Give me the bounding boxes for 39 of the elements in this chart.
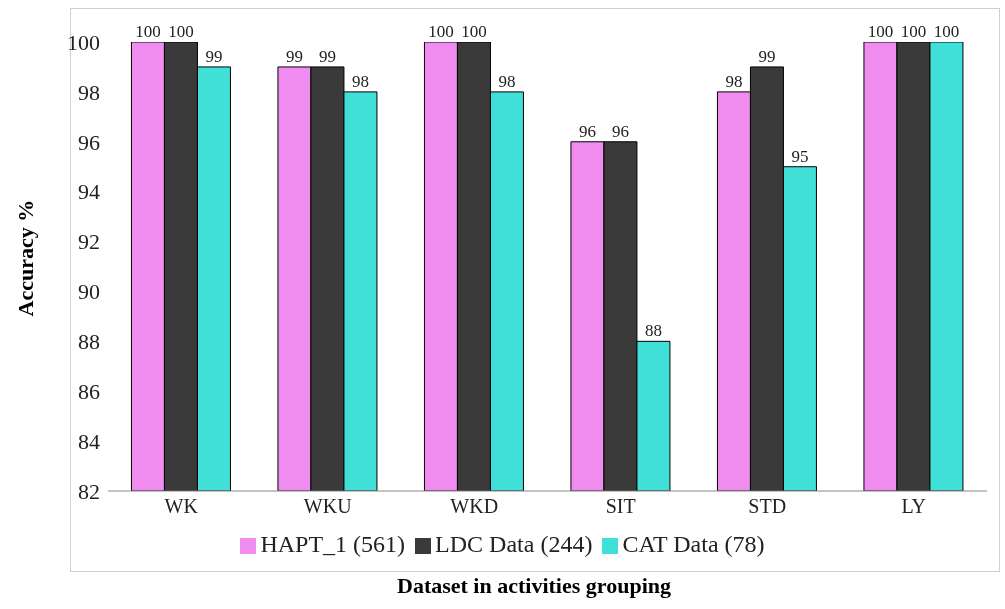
- data-label: 99: [758, 46, 776, 66]
- x-tick-label: STD: [748, 495, 787, 518]
- data-label: 100: [168, 22, 194, 41]
- data-label: 100: [900, 22, 927, 41]
- data-label: 99: [318, 46, 336, 66]
- data-label: 99: [205, 46, 223, 66]
- y-tick-label: 90: [78, 279, 100, 305]
- y-tick-label: 86: [78, 379, 100, 405]
- x-tick-label: WKU: [303, 495, 353, 518]
- y-axis-title: Accuracy %: [12, 199, 38, 317]
- data-label: 88: [644, 321, 662, 341]
- legend-label: HAPT_1 (561): [260, 531, 406, 557]
- data-label: 100: [867, 22, 894, 41]
- y-tick-label: 88: [78, 329, 100, 355]
- data-label: 98: [725, 71, 743, 91]
- y-tick-label: 100: [67, 29, 100, 55]
- y-tick-label: 84: [78, 428, 100, 454]
- legend-label: LDC Data (244): [435, 531, 593, 557]
- x-axis-title: Dataset in activities grouping: [396, 573, 672, 599]
- data-label: 98: [498, 71, 516, 91]
- x-tick-label: LY: [901, 495, 927, 518]
- data-label: 98: [351, 71, 369, 91]
- data-label: 96: [611, 121, 629, 141]
- x-tick-label: WK: [164, 495, 199, 518]
- data-label: 100: [461, 22, 487, 41]
- x-tick-label: WKD: [450, 495, 499, 518]
- y-tick-label: 92: [78, 229, 100, 255]
- data-label: 100: [135, 22, 161, 41]
- data-label: 99: [285, 46, 303, 66]
- y-tick-label: 82: [78, 478, 100, 504]
- legend-label: CAT Data (78): [622, 531, 765, 557]
- y-tick-label: 98: [78, 79, 100, 105]
- y-tick-label: 96: [78, 129, 100, 155]
- data-label: 96: [578, 121, 596, 141]
- data-label: 95: [791, 146, 809, 166]
- data-label: 100: [933, 22, 960, 41]
- data-label: 100: [428, 22, 454, 41]
- y-tick-label: 94: [78, 179, 100, 205]
- x-tick-label: SIT: [605, 495, 636, 518]
